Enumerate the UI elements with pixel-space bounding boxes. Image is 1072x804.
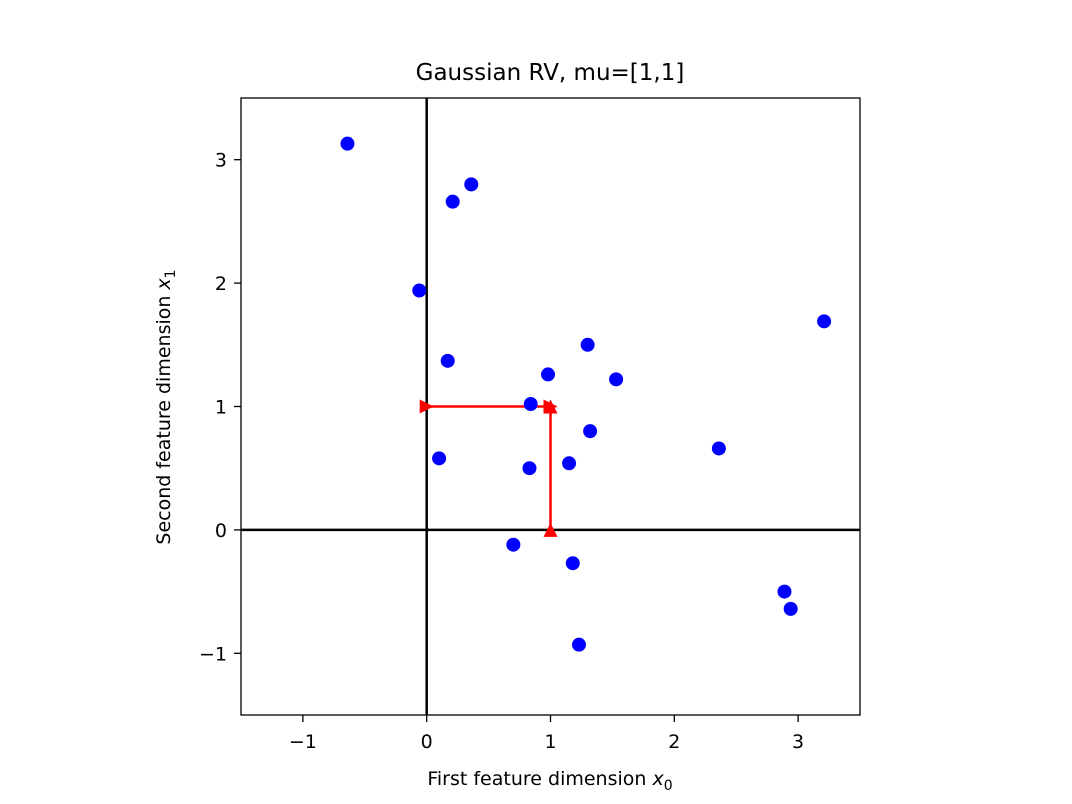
x-tick-label: 1 — [544, 731, 556, 753]
vector-marker-start-0 — [419, 399, 434, 414]
data-point-14 — [562, 456, 577, 471]
data-point-5 — [440, 353, 455, 368]
data-point-16 — [565, 556, 580, 571]
chart-title: Gaussian RV, mu=[1,1] — [416, 60, 685, 86]
mean-vectors — [419, 399, 558, 537]
data-point-4 — [817, 314, 832, 329]
x-axis-title: First feature dimension x0 — [427, 768, 672, 794]
data-point-13 — [522, 461, 537, 476]
data-point-17 — [777, 584, 792, 599]
data-points — [340, 136, 832, 652]
data-point-2 — [445, 194, 460, 209]
y-axis-title: Second feature dimension x1 — [153, 269, 179, 544]
y-tick-label: −1 — [199, 643, 227, 665]
axis-ticks: −1 0 1 2 3 −1 0 1 2 3 — [199, 150, 804, 753]
x-tick-label: 3 — [792, 731, 804, 753]
vector-marker-end-1 — [543, 399, 558, 414]
x-axis-title-sub: 0 — [664, 778, 673, 794]
data-point-7 — [541, 367, 556, 382]
plot-frame — [240, 97, 861, 716]
x-tick-label: 0 — [421, 731, 433, 753]
x-tick-label: 2 — [668, 731, 680, 753]
x-tick-label: −1 — [289, 731, 317, 753]
y-tick-label: 3 — [215, 150, 227, 172]
y-tick-label: 2 — [215, 273, 227, 295]
data-point-9 — [523, 397, 538, 412]
data-point-18 — [783, 601, 798, 616]
data-point-6 — [580, 337, 595, 352]
y-axis-title-sub: 1 — [163, 269, 179, 278]
data-point-8 — [609, 372, 624, 387]
data-point-15 — [506, 537, 521, 552]
data-point-10 — [583, 424, 598, 439]
data-point-0 — [340, 136, 355, 151]
data-point-19 — [571, 637, 586, 652]
data-point-12 — [432, 451, 447, 466]
data-point-3 — [412, 283, 427, 298]
y-axis-title-main: Second feature dimension — [153, 290, 175, 545]
y-tick-label: 1 — [215, 397, 227, 419]
x-axis-title-var: x — [651, 768, 664, 790]
x-axis-title-main: First feature dimension — [427, 768, 652, 790]
y-tick-label: 0 — [215, 520, 227, 542]
y-axis-title-var: x — [153, 278, 175, 291]
vector-marker-start-1 — [543, 522, 558, 537]
data-point-1 — [464, 177, 479, 192]
data-point-11 — [711, 441, 726, 456]
